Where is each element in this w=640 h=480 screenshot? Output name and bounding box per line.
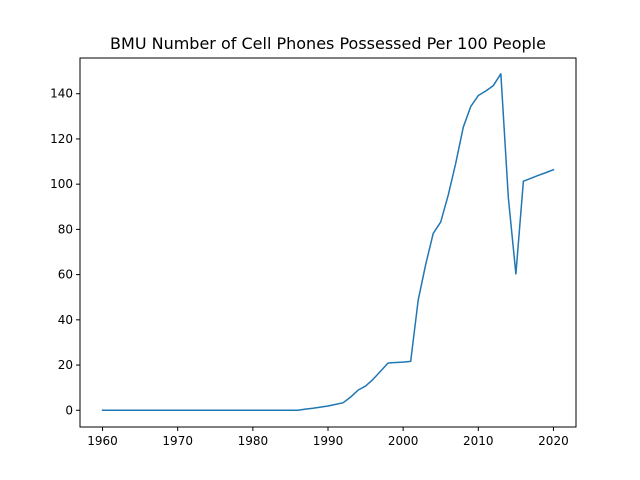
x-tick-label: 2010 (463, 434, 494, 448)
y-tick-label: 100 (50, 177, 73, 191)
axes-frame (79, 57, 577, 428)
x-tick-label: 1980 (238, 434, 269, 448)
x-tick-label: 2000 (388, 434, 419, 448)
x-tick-label: 2020 (538, 434, 569, 448)
y-tick-label: 60 (58, 268, 73, 282)
y-tick-label: 80 (58, 222, 73, 236)
y-tick-label: 140 (50, 87, 73, 101)
y-tick-label: 20 (58, 358, 73, 372)
x-tick-label: 1990 (313, 434, 344, 448)
x-tick-label: 1970 (162, 434, 193, 448)
plot-area (101, 73, 555, 412)
x-tick-label: 1960 (87, 434, 118, 448)
axis-ticks: 1960 1970 1980 1990 2000 2010 2020 0 20 40 60 80 100… (50, 87, 569, 448)
chart-title: BMU Number of Cell Phones Possessed Per … (110, 34, 546, 53)
y-tick-label: 40 (58, 313, 73, 327)
y-tick-label: 120 (50, 132, 73, 146)
series-line (101, 73, 555, 412)
y-tick-label: 0 (65, 403, 73, 417)
